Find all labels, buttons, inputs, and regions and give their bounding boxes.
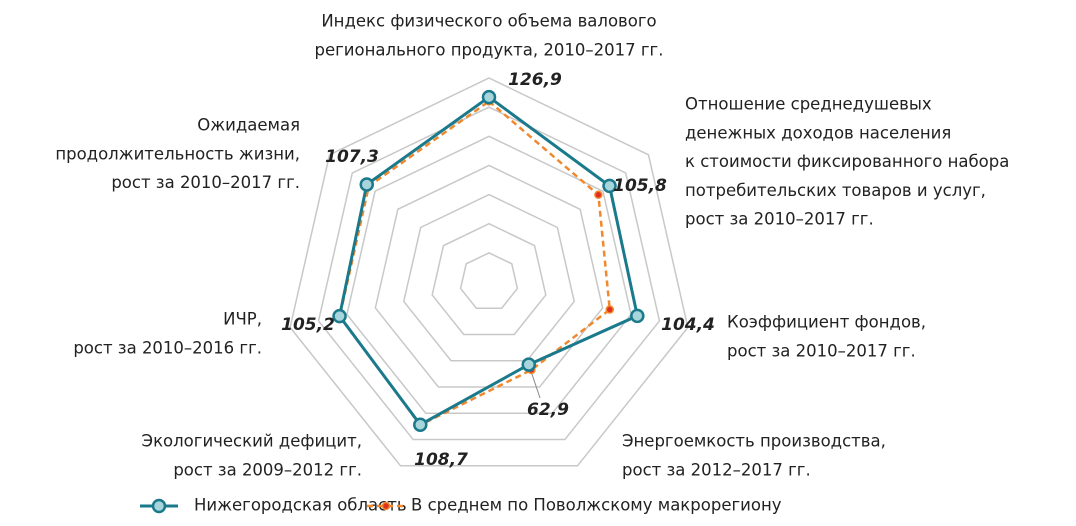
value-label: 104,4: [661, 315, 715, 335]
legend-marker: [381, 501, 391, 511]
grid-ring: [431, 222, 547, 336]
axis-label: Коэффициент фондов,: [727, 313, 926, 332]
axis-label: к стоимости фиксированного набора: [685, 152, 1009, 171]
axis-label: Отношение среднедушевых: [685, 95, 932, 114]
value-label: 108,7: [414, 450, 468, 470]
series-line: [338, 99, 612, 427]
axis-label: рост за 2010–2017 гг.: [727, 341, 916, 360]
grid-ring: [346, 135, 632, 415]
marker: [605, 305, 615, 314]
value-label: 105,8: [613, 176, 667, 196]
axis-label: Ожидаемая: [197, 116, 300, 135]
axis-label: Энергоемкость производства,: [622, 432, 886, 451]
axis-label: рост за 2012–2017 гг.: [622, 460, 811, 479]
axis-label: Экологический дефицит,: [142, 432, 362, 451]
marker: [594, 190, 603, 200]
grid-ring: [317, 106, 661, 441]
axis-label: рост за 2010–2017 гг.: [111, 173, 300, 192]
grid-ring: [459, 252, 519, 310]
grid-ring: [289, 77, 689, 467]
axis-label: рост за 2010–2016 гг.: [73, 338, 262, 357]
marker: [359, 177, 375, 192]
marker: [332, 308, 347, 324]
axis-label: рост за 2009–2012 гг.: [173, 460, 362, 479]
legend-label: Нижегородская область: [194, 496, 407, 515]
axis-label: рост за 2010–2017 гг.: [685, 210, 874, 229]
axis-label: ИЧР,: [223, 310, 262, 329]
value-label: 62,9: [527, 400, 569, 420]
marker: [630, 308, 645, 324]
axis-label: продолжительность жизни,: [55, 144, 300, 163]
value-label: 126,9: [508, 70, 562, 90]
legend-marker: [151, 498, 167, 514]
grid-ring: [402, 193, 576, 362]
marker: [413, 417, 428, 432]
axis-label: потребительских товаров и услуг,: [685, 181, 986, 200]
value-label: 105,2: [281, 315, 335, 335]
value-label: 107,3: [325, 147, 379, 167]
legend-label: В среднем по Поволжскому макрорегиону: [411, 496, 782, 515]
axis-label: денежных доходов населения: [685, 123, 951, 142]
marker: [521, 357, 537, 372]
series-line: [337, 95, 640, 427]
axis-label: Индекс физического объема валового: [321, 12, 656, 31]
marker: [481, 89, 497, 105]
marker: [602, 178, 617, 194]
axis-label: регионального продукта, 2010–2017 гг.: [315, 40, 664, 59]
